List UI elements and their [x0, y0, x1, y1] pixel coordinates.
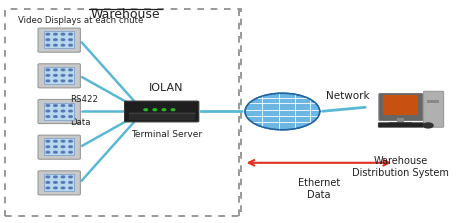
Text: Warehouse: Warehouse	[90, 8, 160, 21]
Circle shape	[61, 33, 65, 35]
Circle shape	[171, 109, 175, 111]
Circle shape	[46, 33, 50, 35]
Circle shape	[53, 146, 57, 148]
Circle shape	[53, 33, 57, 35]
Circle shape	[69, 39, 72, 41]
Circle shape	[46, 182, 50, 183]
Circle shape	[69, 146, 72, 148]
FancyBboxPatch shape	[379, 94, 423, 120]
Circle shape	[61, 39, 65, 41]
Text: Video Displays at each chute: Video Displays at each chute	[18, 16, 143, 25]
Circle shape	[53, 74, 57, 76]
Circle shape	[69, 69, 72, 71]
Circle shape	[46, 105, 50, 106]
Text: RS422: RS422	[71, 95, 99, 104]
Bar	[129, 112, 195, 120]
FancyBboxPatch shape	[424, 91, 443, 127]
Circle shape	[69, 33, 72, 35]
Text: Warehouse
Distribution System: Warehouse Distribution System	[352, 156, 449, 178]
Text: Network: Network	[325, 91, 369, 101]
FancyBboxPatch shape	[38, 28, 80, 52]
Circle shape	[423, 123, 433, 128]
Circle shape	[69, 44, 72, 46]
Text: Data: Data	[71, 118, 91, 127]
Circle shape	[69, 116, 72, 118]
Circle shape	[61, 140, 65, 142]
Circle shape	[46, 74, 50, 76]
Circle shape	[46, 187, 50, 189]
Circle shape	[53, 187, 57, 189]
Circle shape	[69, 74, 72, 76]
Circle shape	[69, 151, 72, 153]
Bar	[384, 95, 418, 115]
Circle shape	[69, 105, 72, 106]
Circle shape	[46, 146, 50, 148]
Circle shape	[46, 44, 50, 46]
Bar	[397, 118, 404, 123]
Circle shape	[46, 110, 50, 112]
Bar	[44, 103, 74, 120]
Circle shape	[53, 69, 57, 71]
Circle shape	[53, 110, 57, 112]
Circle shape	[61, 182, 65, 183]
Circle shape	[46, 116, 50, 118]
FancyBboxPatch shape	[38, 64, 80, 88]
Circle shape	[245, 93, 320, 130]
Circle shape	[53, 44, 57, 46]
Circle shape	[61, 110, 65, 112]
Circle shape	[61, 105, 65, 106]
Circle shape	[46, 69, 50, 71]
Text: Terminal Server: Terminal Server	[130, 130, 202, 139]
Bar	[390, 122, 412, 124]
Circle shape	[61, 44, 65, 46]
Circle shape	[53, 140, 57, 142]
FancyBboxPatch shape	[38, 99, 80, 124]
Circle shape	[61, 80, 65, 82]
Circle shape	[69, 187, 72, 189]
Text: IOLAN: IOLAN	[149, 83, 183, 93]
Circle shape	[69, 110, 72, 112]
Circle shape	[69, 80, 72, 82]
Circle shape	[53, 105, 57, 106]
Circle shape	[69, 140, 72, 142]
Text: Ethernet
Data: Ethernet Data	[298, 178, 340, 200]
FancyBboxPatch shape	[378, 123, 423, 127]
Circle shape	[53, 39, 57, 41]
Circle shape	[53, 176, 57, 178]
Circle shape	[153, 109, 157, 111]
FancyBboxPatch shape	[38, 171, 80, 195]
Circle shape	[61, 74, 65, 76]
Circle shape	[69, 182, 72, 183]
Bar	[44, 174, 74, 191]
Circle shape	[46, 39, 50, 41]
Circle shape	[61, 146, 65, 148]
Bar	[44, 31, 74, 48]
Circle shape	[69, 176, 72, 178]
Bar	[44, 67, 74, 84]
Circle shape	[61, 69, 65, 71]
FancyBboxPatch shape	[124, 101, 199, 122]
Bar	[44, 138, 74, 155]
Circle shape	[53, 80, 57, 82]
FancyBboxPatch shape	[38, 135, 80, 159]
Circle shape	[53, 116, 57, 118]
Bar	[5, 9, 242, 216]
Circle shape	[46, 140, 50, 142]
Circle shape	[46, 151, 50, 153]
Circle shape	[162, 109, 166, 111]
Circle shape	[46, 80, 50, 82]
Circle shape	[53, 151, 57, 153]
Circle shape	[61, 116, 65, 118]
Circle shape	[61, 176, 65, 178]
Circle shape	[61, 187, 65, 189]
Bar	[427, 100, 439, 103]
Circle shape	[53, 182, 57, 183]
Circle shape	[46, 176, 50, 178]
Circle shape	[61, 151, 65, 153]
Circle shape	[144, 109, 148, 111]
